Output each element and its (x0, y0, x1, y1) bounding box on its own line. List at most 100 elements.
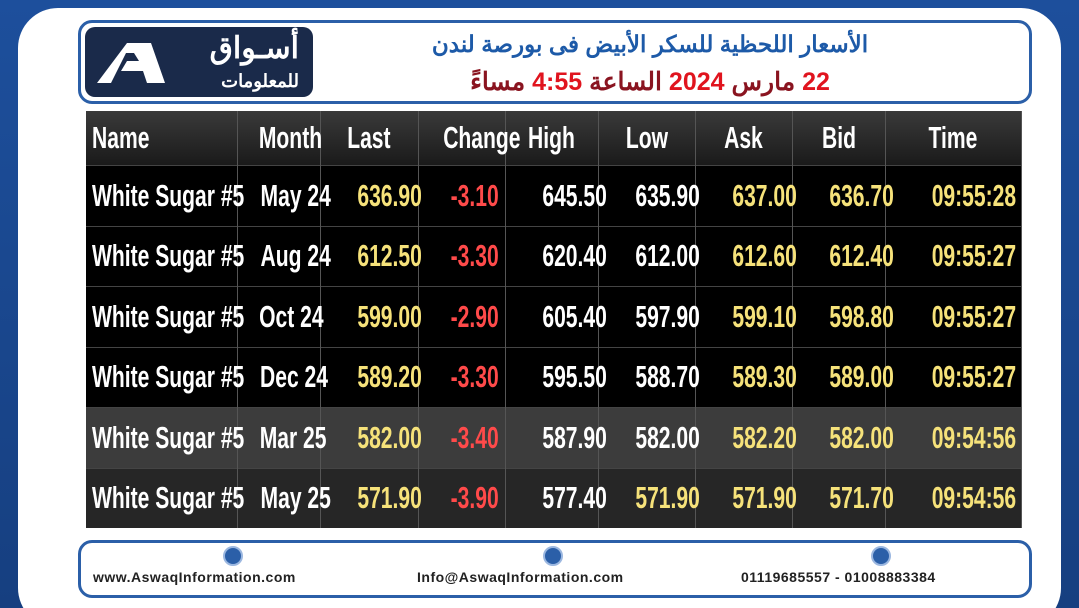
logo: أسـواق للمعلومات (85, 27, 313, 97)
table-row: White Sugar #5 May 24 636.90 -3.10 645.50 635… (86, 165, 1022, 226)
header-row: Name Month Last Change High Low Ask Bid Time (86, 111, 1022, 166)
column-header: High (505, 111, 599, 166)
table-cell: White Sugar #5 (86, 165, 244, 226)
cell-text: White Sugar #5 (92, 177, 245, 213)
table-cell: Mar 25 (237, 407, 326, 468)
table-cell: 595.50 (505, 346, 606, 408)
cell-text: -3.40 (450, 419, 499, 455)
cell-text: 571.70 (828, 480, 894, 516)
column-header-text: Low (625, 120, 668, 155)
logo-text: أسـواق (209, 32, 299, 65)
cell-text: 605.40 (541, 298, 607, 334)
table-cell: 612.00 (598, 225, 699, 287)
table-cell: White Sugar #5 (86, 467, 244, 528)
cell-text: Mar 25 (259, 419, 327, 455)
subtitle-part: 22 (802, 68, 830, 96)
email: Info@AswaqInformation.com (417, 569, 624, 585)
title: الأسعار اللحظية للسكر الأبيض فى بورصة لن… (431, 31, 869, 57)
cell-text: 588.70 (634, 359, 700, 395)
cell-text: 587.90 (541, 419, 607, 455)
table-cell: -2.90 (418, 286, 506, 347)
table-cell: 571.90 (598, 467, 699, 528)
table-cell: May 24 (237, 165, 330, 226)
table-cell: 571.90 (695, 467, 796, 528)
phone-icon (871, 546, 891, 566)
cell-text: 595.50 (541, 359, 607, 395)
table-cell: White Sugar #5 (86, 346, 244, 408)
cell-text: 09:55:27 (931, 359, 1016, 395)
cell-text: 577.40 (541, 480, 607, 516)
cell-text: Dec 24 (259, 359, 328, 395)
column-header-text: Time (928, 120, 978, 155)
table-cell: 587.90 (505, 407, 606, 468)
table-cell: 599.00 (320, 286, 421, 347)
cell-text: White Sugar #5 (92, 359, 245, 395)
subtitle-part: 2024 (668, 68, 725, 96)
table-row: White Sugar #5 Mar 25 582.00 -3.40 587.90 582… (86, 407, 1022, 468)
cell-text: 597.90 (634, 298, 700, 334)
table-cell: 597.90 (598, 286, 699, 347)
table-row: White Sugar #5 Oct 24 599.00 -2.90 605.40 597… (86, 286, 1022, 347)
cell-text: 645.50 (541, 177, 607, 213)
logo-subtext: للمعلومات (221, 71, 299, 91)
table-cell: May 25 (237, 467, 330, 528)
cell-text: White Sugar #5 (92, 238, 245, 274)
cell-text: 582.00 (356, 419, 422, 455)
column-header: Name (86, 111, 238, 166)
table-cell: -3.40 (418, 407, 506, 468)
cell-text: 582.20 (731, 419, 797, 455)
cell-text: -3.30 (450, 359, 499, 395)
table-row: White Sugar #5 May 25 571.90 -3.90 577.40 571… (86, 467, 1022, 528)
cell-text: 599.10 (731, 298, 797, 334)
table-cell: 589.00 (792, 346, 893, 408)
table-cell: White Sugar #5 (86, 225, 244, 287)
cell-text: Aug 24 (260, 238, 331, 274)
column-header: Time (885, 111, 1022, 166)
table-cell: 637.00 (695, 165, 796, 226)
table-cell: 588.70 (598, 346, 699, 408)
table-cell: 577.40 (505, 467, 606, 528)
logo-mark (97, 43, 165, 83)
table-cell: 605.40 (505, 286, 606, 347)
column-header-text: High (528, 120, 575, 155)
table-cell: 599.10 (695, 286, 796, 347)
column-header: Low (598, 111, 696, 166)
subtitle: 22 مارس 2024 الساعة 4:55 مساءً (331, 67, 969, 97)
column-header: Last (320, 111, 419, 166)
cell-text: 09:54:56 (931, 480, 1016, 516)
phone: 01119685557 - 01008883384 (741, 569, 936, 585)
cell-text: White Sugar #5 (92, 419, 245, 455)
table-row: White Sugar #5 Aug 24 612.50 -3.30 620.40 612… (86, 225, 1022, 287)
table-cell: 645.50 (505, 165, 606, 226)
cell-text: 582.00 (634, 419, 700, 455)
cell-text: 589.00 (828, 359, 894, 395)
table-cell: -3.90 (418, 467, 506, 528)
table-row: White Sugar #5 Dec 24 589.20 -3.30 595.50 588… (86, 346, 1022, 408)
table-cell: 582.20 (695, 407, 796, 468)
cell-text: 571.90 (731, 480, 797, 516)
table-cell: 582.00 (320, 407, 422, 468)
cell-text: 09:55:28 (931, 177, 1016, 213)
column-header-text: Name (92, 120, 150, 155)
table-cell: 636.70 (792, 165, 893, 226)
table-cell: 09:55:27 (885, 346, 1022, 408)
cell-text: 612.50 (356, 238, 422, 274)
column-header: Ask (695, 111, 793, 166)
column-header: Month (237, 111, 322, 166)
table-cell: 589.20 (320, 346, 422, 408)
column-header-text: Change (442, 120, 520, 155)
footer: www.AswaqInformation.com Info@AswaqInfor… (78, 540, 1032, 598)
table-cell: White Sugar #5 (86, 407, 244, 468)
email-icon (543, 546, 563, 566)
table-cell: 09:55:28 (885, 165, 1022, 226)
table-cell: White Sugar #5 (86, 286, 244, 347)
table-cell: -3.10 (418, 165, 506, 226)
web-icon (223, 546, 243, 566)
table-cell: 582.00 (598, 407, 699, 468)
cell-text: 612.60 (731, 238, 797, 274)
cell-text: -3.30 (450, 238, 499, 274)
table-cell: 09:55:27 (885, 225, 1022, 287)
table-cell: -3.30 (418, 225, 506, 287)
table-cell: 620.40 (505, 225, 606, 287)
cell-text: 589.20 (356, 359, 422, 395)
